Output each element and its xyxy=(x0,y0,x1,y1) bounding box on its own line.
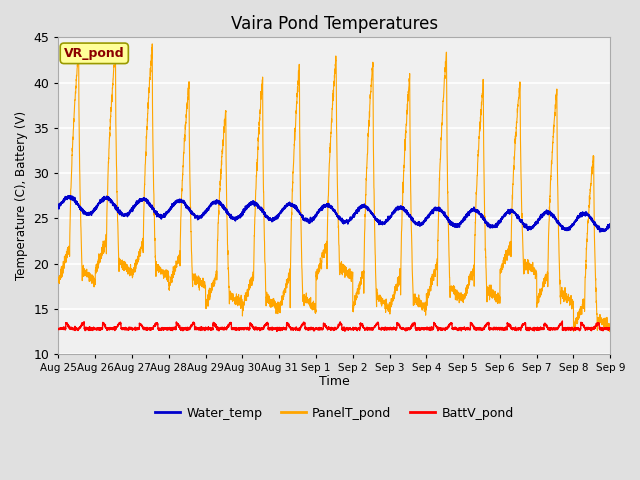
Y-axis label: Temperature (C), Battery (V): Temperature (C), Battery (V) xyxy=(15,111,28,280)
Legend: Water_temp, PanelT_pond, BattV_pond: Water_temp, PanelT_pond, BattV_pond xyxy=(150,402,519,424)
X-axis label: Time: Time xyxy=(319,374,349,387)
Title: Vaira Pond Temperatures: Vaira Pond Temperatures xyxy=(231,15,438,33)
Text: VR_pond: VR_pond xyxy=(64,47,125,60)
